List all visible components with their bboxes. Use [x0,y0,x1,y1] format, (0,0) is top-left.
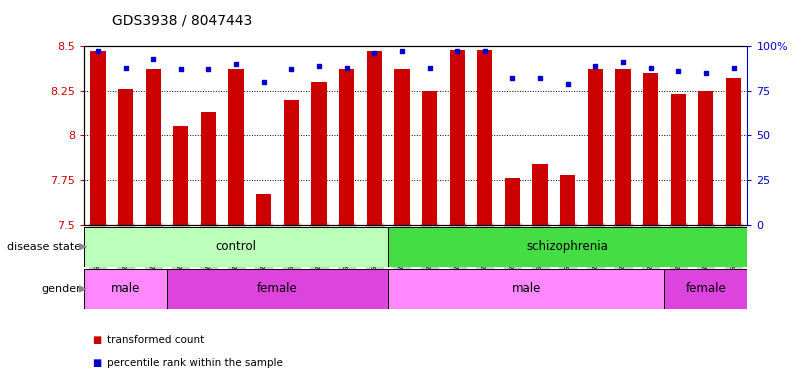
Bar [173,126,188,225]
Bar [449,50,465,225]
Bar [367,51,382,225]
Bar [388,227,747,267]
Bar [91,51,106,225]
Bar [726,78,741,225]
Bar [84,227,388,267]
Bar [284,100,299,225]
Bar [664,269,747,309]
Bar [643,73,658,225]
Text: disease state: disease state [7,242,82,252]
Text: ■: ■ [92,358,102,368]
Bar [167,269,388,309]
Text: ■: ■ [92,335,102,345]
Text: transformed count: transformed count [107,335,203,345]
Bar [533,164,548,225]
Text: schizophrenia: schizophrenia [527,240,609,253]
Bar [84,269,167,309]
Bar [394,69,409,225]
Bar [201,112,216,225]
Bar [505,178,520,225]
Bar [256,194,272,225]
Bar [615,69,630,225]
Text: GDS3938 / 8047443: GDS3938 / 8047443 [112,13,252,27]
Text: female: female [257,283,298,295]
Text: male: male [512,283,541,295]
Bar [670,94,686,225]
Bar [312,82,327,225]
Bar [228,69,244,225]
Bar [388,269,665,309]
Bar [422,91,437,225]
Text: control: control [215,240,256,253]
Text: percentile rank within the sample: percentile rank within the sample [107,358,283,368]
Bar [560,175,575,225]
Bar [118,89,133,225]
Bar [698,91,714,225]
Bar [339,69,354,225]
Bar [146,69,161,225]
Text: male: male [111,283,140,295]
Bar [588,69,603,225]
Text: gender: gender [42,284,82,294]
Bar [477,50,493,225]
Text: female: female [686,283,727,295]
